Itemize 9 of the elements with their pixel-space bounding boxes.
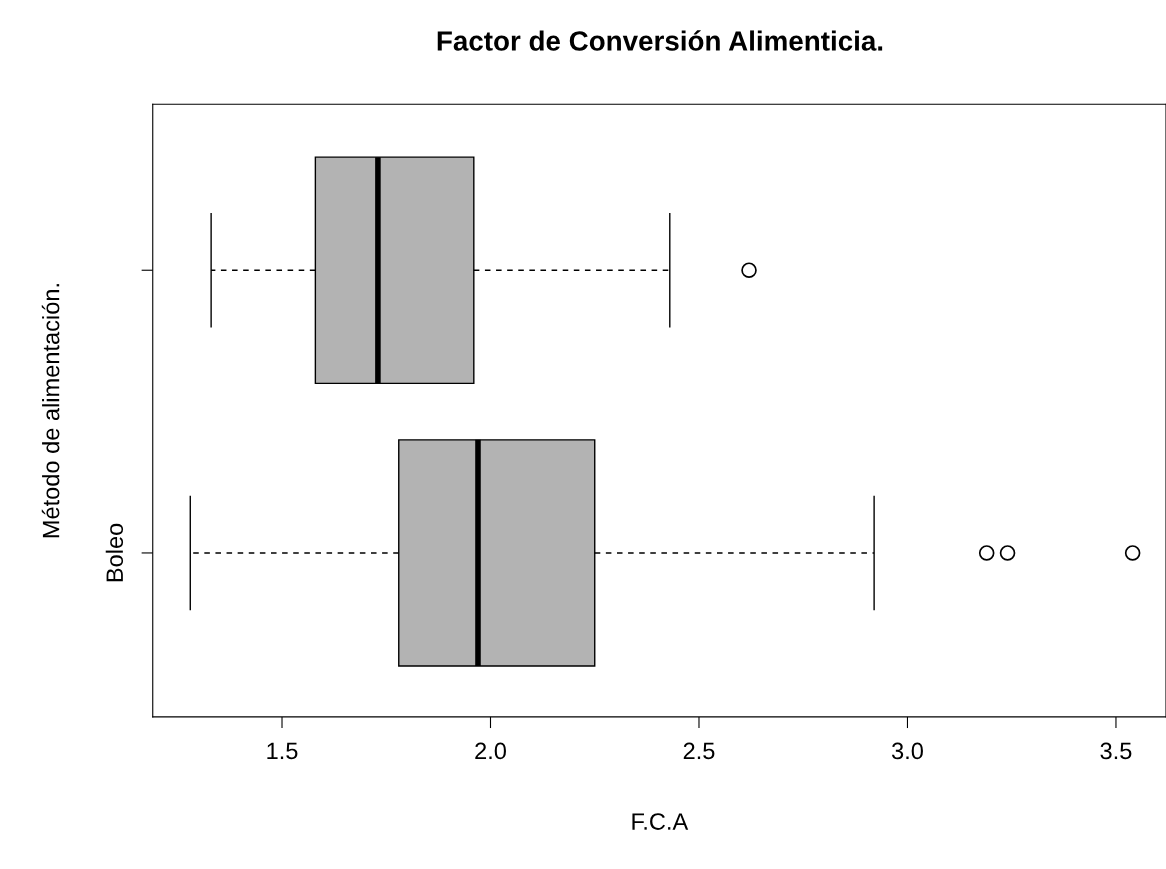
y-axis-title: Método de alimentación.: [41, 284, 60, 538]
x-tick-label: 3.0: [891, 742, 923, 760]
x-tick-label: 2.5: [683, 742, 715, 760]
y-tick-label: Boleo: [105, 523, 124, 582]
x-axis-title: F.C.A: [632, 813, 689, 830]
x-tick-label: 3.5: [1100, 742, 1132, 760]
x-tick-label: 2.0: [475, 742, 506, 760]
x-tick-label: 1.5: [267, 742, 298, 760]
chart-title: Factor de Conversión Alimenticia.: [437, 30, 883, 51]
